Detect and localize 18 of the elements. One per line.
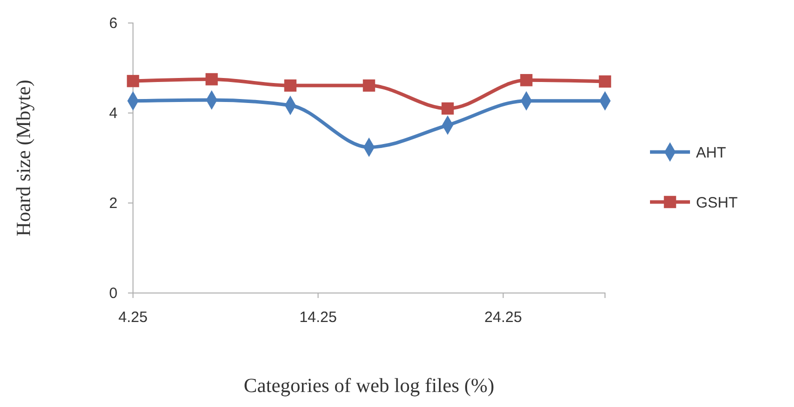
point bbox=[206, 73, 218, 86]
x-tick-label: 14.25 bbox=[299, 309, 337, 326]
y-axis-title: Hoard size (Mbyte) bbox=[13, 80, 35, 236]
point bbox=[362, 79, 376, 92]
x-tick-label: 4.25 bbox=[118, 309, 148, 326]
legend-label: AHT bbox=[696, 144, 726, 162]
y-tick-label: 2 bbox=[109, 194, 118, 212]
y-tick-label: 6 bbox=[109, 14, 118, 32]
point bbox=[442, 102, 454, 115]
legend-label: GSHT bbox=[696, 194, 738, 212]
point bbox=[126, 74, 140, 88]
point bbox=[520, 74, 532, 86]
y-tick-label: 0 bbox=[109, 284, 118, 302]
point bbox=[598, 75, 612, 88]
point bbox=[284, 79, 296, 92]
x-tick-label: 24.25 bbox=[484, 309, 522, 326]
x-axis-title: Categories of web log files (%) bbox=[244, 375, 494, 397]
y-tick-label: 4 bbox=[109, 104, 118, 122]
